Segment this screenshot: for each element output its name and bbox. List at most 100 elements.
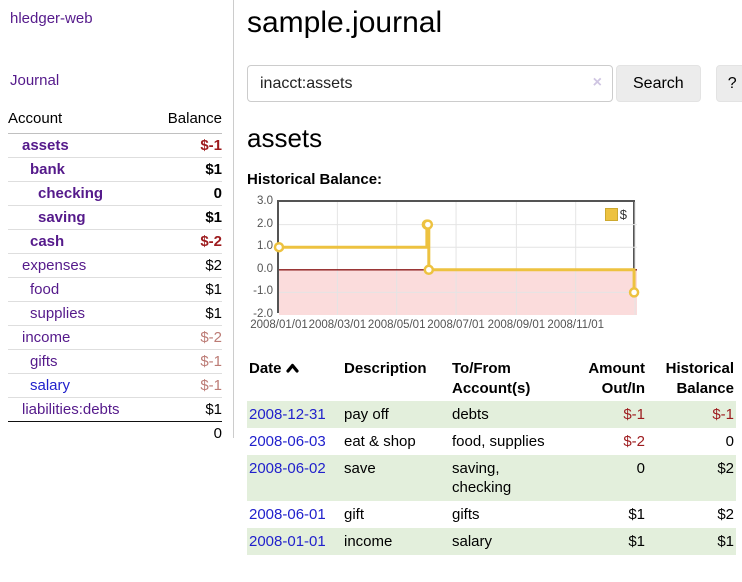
- sidebar: hledger-web Journal Account Balance asse…: [0, 0, 233, 445]
- account-row: checking 0: [8, 181, 222, 206]
- account-link-food[interactable]: food: [30, 281, 60, 298]
- transaction-balance: $2: [717, 460, 734, 477]
- sidebar-item-journal[interactable]: Journal: [10, 72, 60, 89]
- chart-legend: $: [604, 207, 627, 222]
- search-button[interactable]: Search: [616, 65, 701, 102]
- transaction-date-link[interactable]: 2008-12-31: [249, 406, 326, 423]
- register-row: 2008-12-31 pay off debts $-1 $-1: [247, 401, 736, 428]
- account-balance: $-2: [152, 325, 222, 350]
- transaction-amount: $1: [628, 533, 645, 550]
- y-tick-label: 1.0: [257, 240, 273, 253]
- chart-plot-area[interactable]: $: [273, 200, 640, 315]
- x-tick-label: 2008/03/01: [308, 319, 367, 331]
- account-balance: $1: [152, 157, 222, 182]
- account-link-salary[interactable]: salary: [30, 377, 71, 394]
- transaction-balance: $-1: [712, 406, 734, 423]
- chart-series-svg: [273, 202, 640, 315]
- x-tick-label: 2008/11/01: [547, 319, 605, 331]
- transaction-amount: $-2: [623, 433, 645, 450]
- page-title: sample.journal: [247, 6, 443, 39]
- transaction-amount: $1: [628, 506, 645, 523]
- accounts-table: Account Balance assets $-1 bank $1 check…: [8, 106, 222, 445]
- register-header-date[interactable]: Date: [247, 357, 342, 401]
- transaction-description: gift: [344, 506, 365, 523]
- transaction-description: eat & shop: [344, 433, 416, 450]
- y-tick-label: -2.0: [253, 308, 273, 320]
- transaction-accounts: saving, checking: [452, 460, 512, 496]
- historical-balance-chart: $ 3.0 2.0 1.0 0.0 -1.0 -2.0 2008/01/01 2008/03…: [247, 195, 739, 337]
- legend-label: $: [619, 207, 627, 222]
- transaction-description: income: [344, 533, 393, 550]
- register-header-balance: Historical Balance: [665, 360, 734, 397]
- account-link-cash[interactable]: cash: [30, 233, 65, 250]
- transaction-description: pay off: [344, 406, 389, 423]
- account-balance: $1: [152, 277, 222, 302]
- register-row: 2008-06-02 save saving, checking 0 $2: [247, 455, 736, 501]
- help-button[interactable]: ?: [715, 65, 742, 102]
- accounts-header-balance: Balance: [152, 106, 222, 134]
- register-row: 2008-01-01 income salary $1 $1: [247, 528, 736, 555]
- account-link-bank[interactable]: bank: [30, 161, 66, 178]
- transaction-date-link[interactable]: 2008-06-02: [249, 460, 326, 477]
- account-row: salary $-1: [8, 373, 222, 398]
- x-tick-label: 2008/05/01: [367, 319, 426, 331]
- register-header-row: Date Description To/From Account(s) Amou…: [247, 357, 736, 401]
- register-table: Date Description To/From Account(s) Amou…: [247, 357, 736, 555]
- accounts-header-row: Account Balance: [8, 106, 222, 134]
- account-link-expenses[interactable]: expenses: [22, 257, 87, 274]
- accounts-header-account: Account: [8, 106, 152, 134]
- transaction-amount: 0: [636, 460, 645, 477]
- y-tick-label: 0.0: [257, 262, 273, 275]
- account-link-assets[interactable]: assets: [22, 137, 69, 154]
- accounts-total-row: 0: [8, 421, 222, 445]
- account-link-saving[interactable]: saving: [38, 209, 86, 226]
- account-link-liabilities-debts[interactable]: liabilities:debts: [22, 401, 120, 418]
- transaction-date-link[interactable]: 2008-06-01: [249, 506, 326, 523]
- account-row: food $1: [8, 277, 222, 302]
- account-balance: $2: [152, 253, 222, 278]
- x-tick-label: 2008/09/01: [487, 319, 546, 331]
- account-link-income[interactable]: income: [22, 329, 71, 346]
- account-row: expenses $2: [8, 253, 222, 278]
- transaction-accounts: salary: [452, 533, 493, 550]
- account-row: income $-2: [8, 325, 222, 350]
- legend-swatch-icon: [604, 208, 618, 221]
- account-row: saving $1: [8, 205, 222, 230]
- account-balance: $-2: [152, 229, 222, 254]
- account-link-gifts[interactable]: gifts: [30, 353, 58, 370]
- register-header-accounts: To/From Account(s): [452, 360, 531, 397]
- clear-search-icon[interactable]: ×: [592, 74, 602, 91]
- sort-ascending-icon: [285, 363, 299, 373]
- y-tick-label: 2.0: [257, 217, 273, 230]
- account-balance: $-1: [152, 133, 222, 158]
- account-row: supplies $1: [8, 301, 222, 326]
- search-form: × Search ?: [247, 65, 742, 102]
- transaction-date-link[interactable]: 2008-01-01: [249, 533, 326, 550]
- app-title-link[interactable]: hledger-web: [10, 10, 93, 27]
- account-section-title: assets: [247, 123, 323, 153]
- y-tick-label: -1.0: [253, 285, 273, 298]
- account-balance: $-1: [152, 349, 222, 374]
- register-header-amount: Amount Out/In: [588, 360, 645, 397]
- account-row: bank $1: [8, 157, 222, 182]
- transaction-accounts: debts: [452, 406, 489, 423]
- account-link-supplies[interactable]: supplies: [30, 305, 86, 322]
- transaction-date-link[interactable]: 2008-06-03: [249, 433, 326, 450]
- account-link-checking[interactable]: checking: [38, 185, 104, 202]
- main-content: sample.journal × Search ? assets Histori…: [247, 0, 742, 555]
- search-input[interactable]: [247, 65, 613, 102]
- transaction-accounts: gifts: [452, 506, 480, 523]
- x-tick-label: 2008/07/01: [427, 319, 485, 331]
- y-tick-label: 3.0: [257, 195, 273, 207]
- transaction-balance: 0: [725, 433, 734, 450]
- account-balance: $-1: [152, 373, 222, 398]
- transaction-balance: $1: [717, 533, 734, 550]
- account-row: gifts $-1: [8, 349, 222, 374]
- account-balance: 0: [152, 181, 222, 206]
- account-row: liabilities:debts $1: [8, 398, 222, 422]
- transaction-accounts: food, supplies: [452, 433, 545, 450]
- transaction-balance: $2: [717, 506, 734, 523]
- account-balance: $1: [152, 205, 222, 230]
- register-row: 2008-06-01 gift gifts $1 $2: [247, 501, 736, 528]
- transaction-description: save: [344, 460, 376, 477]
